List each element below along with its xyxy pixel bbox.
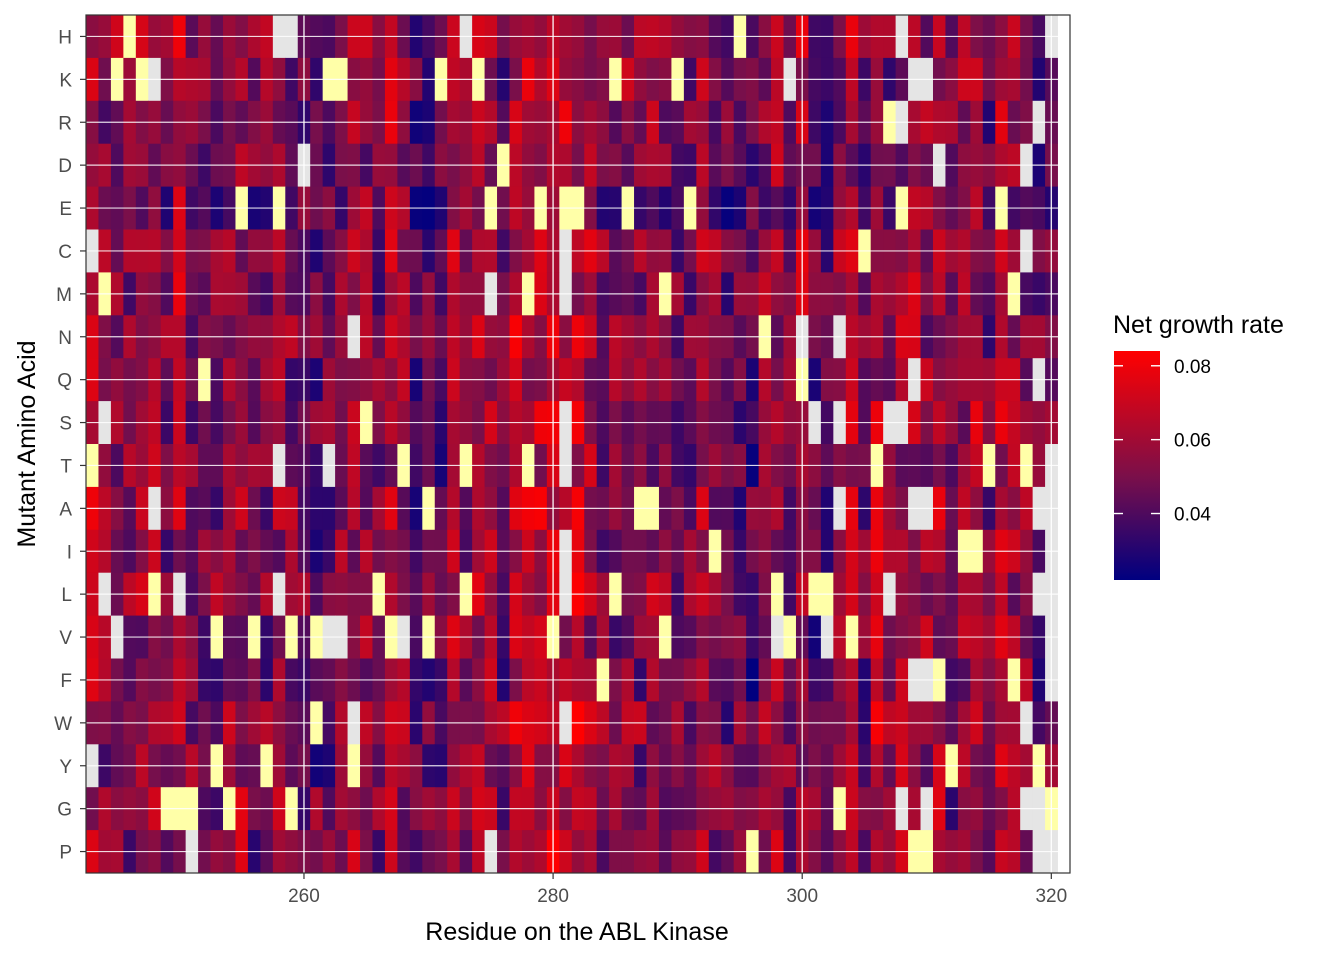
x-tick-label: 300 bbox=[786, 886, 818, 907]
y-tick-label: F bbox=[60, 671, 72, 692]
y-tick-label: S bbox=[59, 414, 72, 435]
y-tick-label: V bbox=[59, 628, 72, 649]
legend-ticks: 0.04 0.06 0.08 bbox=[1114, 357, 1211, 526]
legend-tick-label: 0.06 bbox=[1174, 431, 1211, 452]
y-tick-label: P bbox=[59, 843, 72, 864]
x-tick-label: 320 bbox=[1035, 886, 1067, 907]
y-tick-label: Q bbox=[57, 371, 72, 392]
gridlines bbox=[86, 15, 1070, 873]
panel-border bbox=[85, 14, 1071, 874]
heatmap-cells bbox=[86, 15, 1058, 874]
legend-tick-label: 0.04 bbox=[1174, 505, 1211, 526]
legend-tick-label: 0.08 bbox=[1174, 357, 1211, 378]
y-axis-title: Mutant Amino Acid bbox=[13, 340, 41, 547]
y-tick-label: I bbox=[67, 542, 72, 563]
legend-colorbar bbox=[1114, 351, 1160, 580]
y-tick-label: L bbox=[61, 585, 72, 606]
y-tick-label: R bbox=[58, 113, 72, 134]
y-tick-label: T bbox=[60, 456, 72, 477]
y-tick-label: W bbox=[54, 714, 72, 735]
y-tick-label: G bbox=[57, 800, 72, 821]
legend: Net growth rate 0.04 0.06 0.08 bbox=[1113, 311, 1284, 580]
y-tick-label: H bbox=[58, 27, 72, 48]
y-tick-label: D bbox=[58, 156, 72, 177]
y-axis: H K R D E C M N Q ST A I L V F W Y G P bbox=[54, 27, 86, 864]
y-tick-label: K bbox=[59, 70, 72, 91]
y-tick-label: A bbox=[59, 499, 72, 520]
y-tick-label: E bbox=[59, 199, 72, 220]
x-tick-label: 260 bbox=[288, 886, 320, 907]
y-tick-label: Y bbox=[59, 757, 72, 778]
x-tick-label: 280 bbox=[537, 886, 569, 907]
y-tick-label: N bbox=[58, 328, 72, 349]
x-axis: 260 280 300 320 bbox=[288, 873, 1067, 907]
y-tick-label: M bbox=[56, 285, 72, 306]
x-axis-title: Residue on the ABL Kinase bbox=[425, 918, 728, 946]
y-tick-label: C bbox=[58, 242, 72, 263]
legend-title: Net growth rate bbox=[1113, 311, 1284, 339]
